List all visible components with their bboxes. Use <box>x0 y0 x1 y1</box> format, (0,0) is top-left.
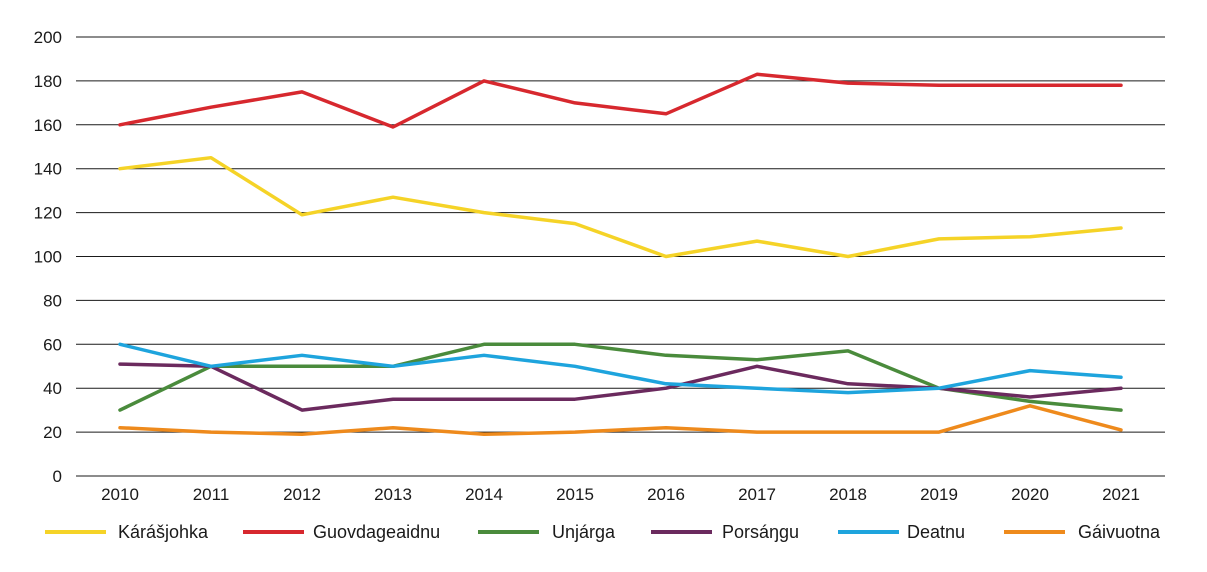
x-tick-label: 2016 <box>647 485 685 504</box>
series-line-4 <box>118 342 1123 395</box>
x-tick-label: 2010 <box>101 485 139 504</box>
x-tick-label: 2011 <box>193 485 230 504</box>
series-line-2 <box>118 342 1123 412</box>
y-tick-label: 100 <box>34 248 62 267</box>
legend-label: Kárášjohka <box>118 522 209 542</box>
x-axis-ticks: 2010 2011 2012 2013 2014 2015 2016 2017 2018 2019… <box>101 485 1140 504</box>
legend-label: Guovdageaidnu <box>313 522 440 542</box>
series-line-5 <box>118 404 1123 437</box>
y-tick-label: 80 <box>43 291 62 310</box>
x-tick-label: 2017 <box>738 485 776 504</box>
series-lines <box>118 72 1123 437</box>
y-axis-ticks: 0 20 40 60 80 100 120 140 160 180 200 <box>34 28 62 486</box>
y-tick-label: 200 <box>34 28 62 47</box>
x-tick-label: 2012 <box>283 485 321 504</box>
y-tick-label: 140 <box>34 160 62 179</box>
legend: Kárášjohka Guovdageaidnu Unjárga Porsáŋgu De… <box>45 522 1161 542</box>
x-tick-label: 2021 <box>1102 485 1140 504</box>
x-tick-label: 2019 <box>920 485 958 504</box>
y-tick-label: 180 <box>34 72 62 91</box>
series-line-3 <box>118 362 1123 412</box>
legend-label: Unjárga <box>552 522 616 542</box>
y-tick-label: 160 <box>34 116 62 135</box>
x-tick-label: 2014 <box>465 485 503 504</box>
series-line-0 <box>118 155 1123 259</box>
series-line-1 <box>118 72 1123 129</box>
legend-label: Gáivuotna <box>1078 522 1161 542</box>
y-tick-label: 40 <box>43 379 62 398</box>
legend-label: Porsáŋgu <box>722 522 799 542</box>
legend-label: Deatnu <box>907 522 965 542</box>
y-tick-label: 60 <box>43 335 62 354</box>
y-tick-label: 20 <box>43 423 62 442</box>
y-tick-label: 0 <box>53 467 62 486</box>
x-tick-label: 2020 <box>1011 485 1049 504</box>
x-tick-label: 2013 <box>374 485 412 504</box>
x-tick-label: 2015 <box>556 485 594 504</box>
y-tick-label: 120 <box>34 204 62 223</box>
x-tick-label: 2018 <box>829 485 867 504</box>
